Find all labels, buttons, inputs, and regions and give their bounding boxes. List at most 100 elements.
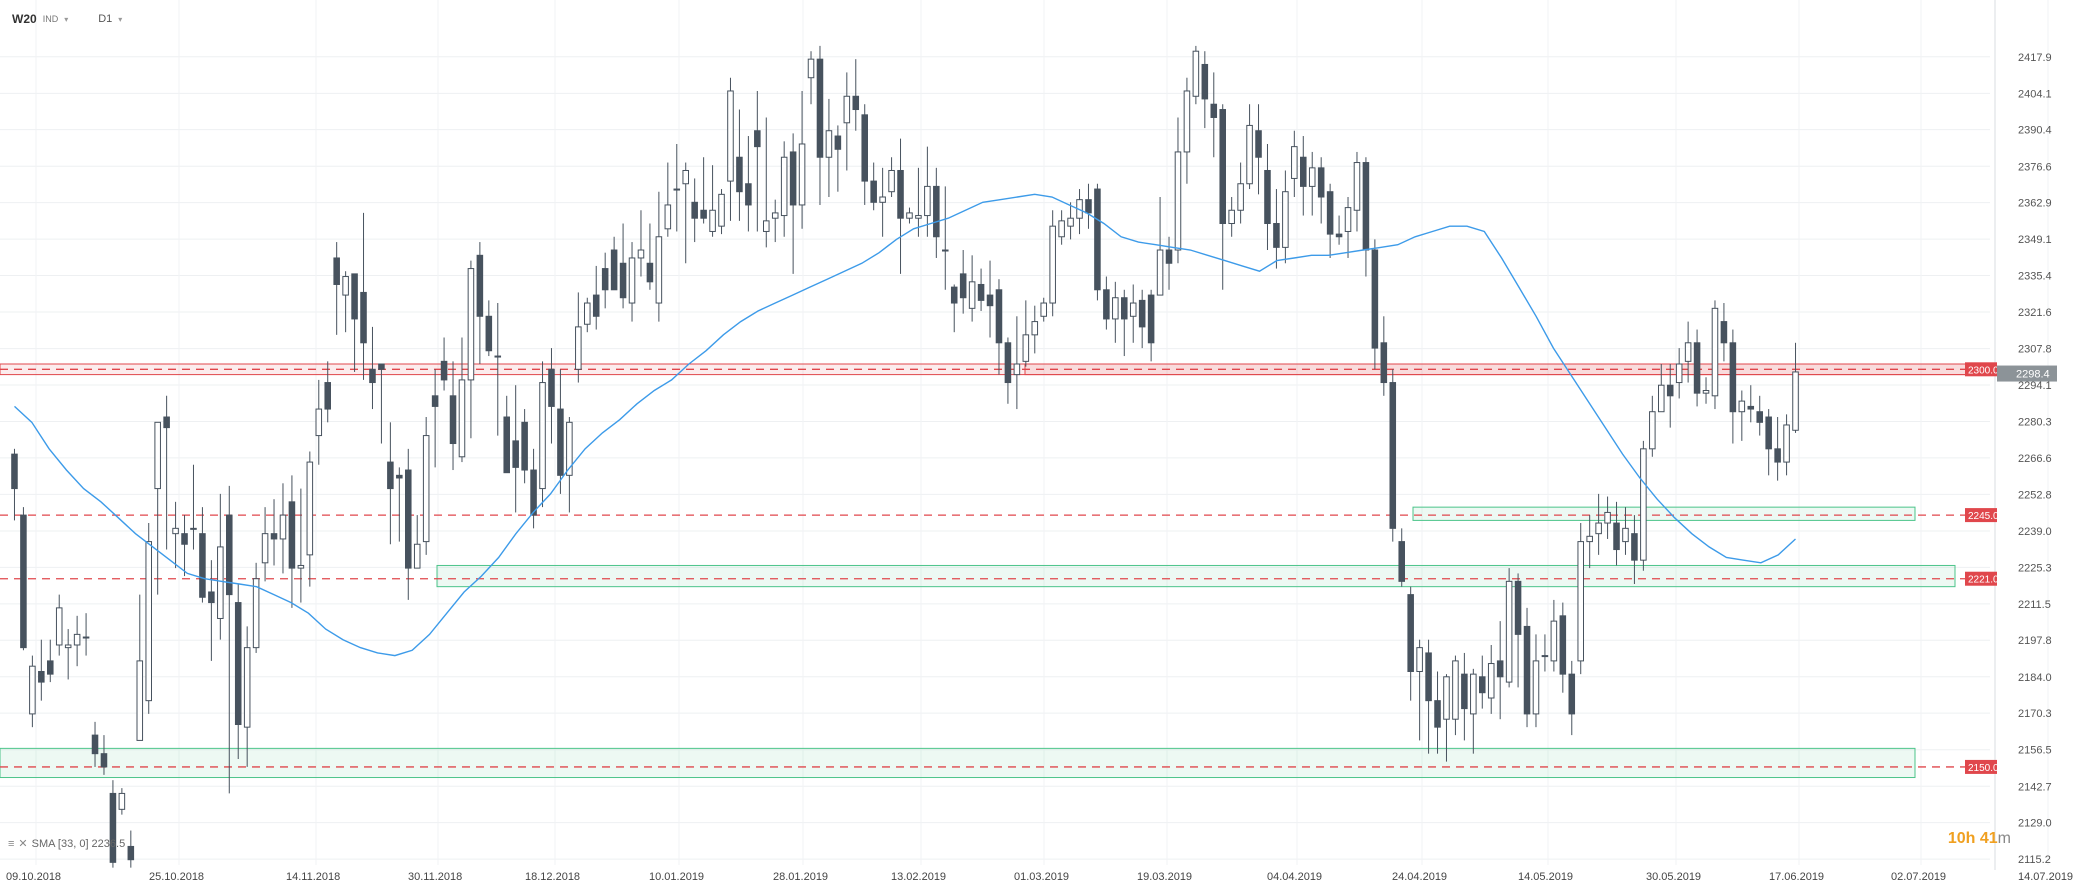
close-icon[interactable]: ✕ [18,838,28,850]
candle-body [754,130,761,148]
candle-body [512,440,519,468]
chevron-down-icon[interactable]: ▾ [118,14,123,24]
candle [396,467,403,542]
candle-body [575,326,582,370]
x-tick-label: 02.07.2019 [1891,871,1946,883]
candle-body [1407,594,1414,672]
candle [1389,369,1397,542]
level-tags: 2300.0 2245.0 2221.0 2150.0 2298.4 [1965,362,2057,774]
candle-body [190,527,197,530]
candle-body [888,169,895,193]
candle-body [405,469,412,569]
candle-body [1013,363,1021,376]
candle-body [163,416,170,429]
candle-body [1040,302,1047,317]
candle [494,303,502,436]
candle [1479,655,1486,709]
candle-body [825,130,833,158]
candle-body [351,273,358,320]
grid-lines [0,0,2049,865]
candle [1756,395,1763,436]
symbol-label[interactable]: W20 [12,12,37,26]
chart-header: W20 IND ▾ D1 ▾ [12,12,122,26]
candle-body [1094,188,1101,291]
candle [279,483,287,574]
candle-body [270,533,278,540]
candle [1613,501,1620,566]
y-tick-label: 2307.8 [2018,344,2052,356]
candle-body [422,435,430,543]
candle [38,639,45,701]
candle-body [1711,307,1719,397]
candle [324,361,331,423]
candle-body [1479,676,1486,694]
candle-body [700,209,707,219]
candle [521,409,528,484]
candle-body [1640,448,1647,561]
time-axis: 09.10.2018 25.10.2018 14.11.2018 30.11.2018… [6,871,2073,883]
candle-body [915,215,922,219]
candle [458,337,466,463]
x-tick-label: 14.05.2019 [1518,871,1573,883]
candle [977,268,985,311]
y-tick-label: 2280.3 [2018,417,2052,429]
candle [1631,515,1638,585]
candle [297,488,305,603]
candle [754,90,761,232]
candle-body [1747,405,1755,410]
candle-body [798,143,806,206]
candle [1094,183,1101,301]
candle [1398,528,1405,587]
candle-body [548,368,555,407]
candle [20,507,27,651]
candle-body [950,286,958,304]
candle-body [333,257,340,285]
candle [467,260,475,439]
level-tag-label: 2245.0 [1968,511,1999,522]
candle [700,157,707,224]
candle [1255,104,1262,195]
candle-body [199,533,206,598]
candle [852,59,860,131]
y-tick-label: 2115.2 [2018,854,2051,866]
candle-body [1577,541,1584,662]
candle [1103,276,1110,330]
candle [422,417,430,555]
candle-body [217,546,224,619]
candle-body [789,151,797,206]
candle-body [118,792,126,810]
candle-body [1255,130,1262,158]
candle-body [1675,363,1683,384]
candle-body [172,527,179,535]
candle [1344,197,1352,258]
current-price-tag [1997,365,2057,382]
candle [1353,151,1361,232]
candle [897,138,904,274]
candle [1416,639,1423,741]
candle-body [1720,321,1728,344]
candle [575,292,582,383]
indicator-settings-icon[interactable]: ≡ [8,837,15,850]
candle-body [324,382,331,410]
candle-body [1684,342,1692,362]
candle-body [557,408,564,476]
indicator-legend[interactable]: ≡ ✕ SMA [33, 0] 2236.5 [8,837,125,851]
candle [136,594,144,741]
candle [1702,377,1710,404]
candle [959,250,967,314]
candle-body [816,58,824,158]
candle [1559,602,1567,693]
zone-rect [1412,506,1916,521]
candle [1496,621,1504,720]
candle-body [1568,673,1576,715]
candle-body [655,236,663,304]
candle-body [1389,382,1397,529]
candle-body [1156,249,1164,296]
candle-body [1649,411,1656,450]
candle [1246,104,1253,190]
candle-body [1237,183,1244,211]
timeframe-label[interactable]: D1 [98,13,113,25]
y-tick-label: 2225.3 [2018,562,2052,574]
chevron-down-icon[interactable]: ▾ [64,14,69,24]
